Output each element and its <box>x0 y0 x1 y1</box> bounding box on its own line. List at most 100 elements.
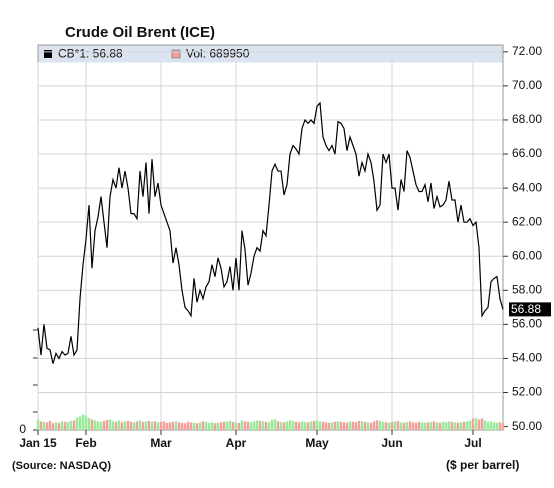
volume-bar <box>153 421 157 430</box>
volume-bar <box>261 421 265 430</box>
volume-bar <box>306 422 310 430</box>
volume-bar <box>123 421 127 430</box>
volume-bar <box>195 423 199 430</box>
volume-bar <box>45 422 49 430</box>
volume-bar <box>147 420 151 430</box>
x-tick-label: Apr <box>226 436 247 450</box>
volume-bar <box>345 422 349 430</box>
volume-bar <box>288 420 292 430</box>
volume-bar <box>243 421 247 430</box>
volume-bar <box>432 421 436 430</box>
volume-bar <box>108 419 112 430</box>
volume-bar <box>339 421 343 430</box>
volume-bar <box>327 422 331 430</box>
volume-bar <box>198 422 202 430</box>
volume-bar <box>177 422 181 430</box>
volume-bar <box>399 422 403 430</box>
volume-bar <box>210 422 214 430</box>
x-tick-label: Jun <box>381 436 402 450</box>
volume-bar <box>387 422 391 430</box>
volume-bar <box>114 421 118 430</box>
volume-bar <box>132 422 136 430</box>
y-tick-label: 64.00 <box>512 180 542 194</box>
x-tick-label: May <box>305 436 329 450</box>
volume-bar <box>234 422 238 430</box>
volume-bar <box>333 421 337 430</box>
volume-bar <box>186 421 190 430</box>
volume-bar <box>78 416 82 430</box>
volume-bar <box>381 421 385 430</box>
volume-bar <box>423 422 427 430</box>
volume-bar <box>141 421 145 430</box>
volume-bar <box>96 421 100 430</box>
volume-bar <box>138 420 142 430</box>
volume-bar <box>309 421 313 430</box>
volume-bar <box>159 421 163 430</box>
volume-bar <box>456 422 460 430</box>
volume-bar <box>75 417 79 430</box>
volume-bar <box>444 422 448 430</box>
volume-bar <box>447 421 451 430</box>
y-tick-label: 68.00 <box>512 112 542 126</box>
volume-bar <box>258 420 262 430</box>
volume-bar <box>405 421 409 430</box>
volume-bar <box>276 421 280 430</box>
volume-bar <box>228 420 232 430</box>
legend-entry: Vol: 689950 <box>186 47 250 61</box>
y-tick-label: 58.00 <box>512 282 542 296</box>
volume-bar <box>369 422 373 430</box>
volume-bar <box>402 422 406 430</box>
volume-bar <box>57 422 61 430</box>
y-tick-label: 70.00 <box>512 78 542 92</box>
volume-bar <box>375 420 379 430</box>
volume-bar <box>105 419 109 430</box>
volume-bar <box>60 421 64 430</box>
volume-bar <box>111 421 115 430</box>
y-tick-label: 50.00 <box>512 419 542 433</box>
volume-bar <box>207 422 211 430</box>
volume-bar <box>486 421 490 430</box>
volume-bar <box>156 422 160 430</box>
volume-bar <box>201 421 205 430</box>
volume-bar <box>420 422 424 430</box>
volume-bar <box>237 422 241 430</box>
volume-bar <box>129 421 133 430</box>
volume-bar <box>270 419 274 430</box>
volume-bar <box>192 422 196 430</box>
volume-bar <box>264 421 268 430</box>
volume-bar <box>342 422 346 430</box>
volume-bar <box>171 421 175 430</box>
volume-bar <box>483 420 487 430</box>
volume-bar <box>273 419 277 430</box>
volume-bar <box>204 421 208 430</box>
volume-bar <box>63 421 67 430</box>
volume-bar <box>378 420 382 430</box>
volume-bar <box>450 421 454 430</box>
volume-bar <box>354 422 358 430</box>
plot-area <box>37 44 504 431</box>
x-tick-label: Jan 15 <box>19 436 57 450</box>
last-price-label: 56.88 <box>511 302 541 316</box>
volume-bar <box>318 421 322 430</box>
volume-bar <box>249 422 253 430</box>
x-tick-label: Mar <box>150 436 172 450</box>
volume-bar <box>417 421 421 430</box>
volume-bar <box>303 421 307 430</box>
y-tick-label: 72.00 <box>512 44 542 58</box>
volume-bar <box>48 420 52 430</box>
volume-bar <box>396 420 400 430</box>
volume-bar <box>492 422 496 430</box>
volume-bar <box>36 419 40 430</box>
volume-bar <box>51 423 55 430</box>
volume-bar <box>360 421 364 430</box>
volume-bar <box>321 421 325 430</box>
volume-bar <box>54 422 58 430</box>
volume-bar <box>102 420 106 430</box>
x-tick-label: Jul <box>464 436 481 450</box>
legend-swatch <box>44 50 52 58</box>
y-tick-label: 60.00 <box>512 248 542 262</box>
volume-bar <box>324 422 328 430</box>
volume-bar <box>426 422 430 430</box>
y-tick-label: 52.00 <box>512 385 542 399</box>
volume-bar <box>393 421 397 430</box>
